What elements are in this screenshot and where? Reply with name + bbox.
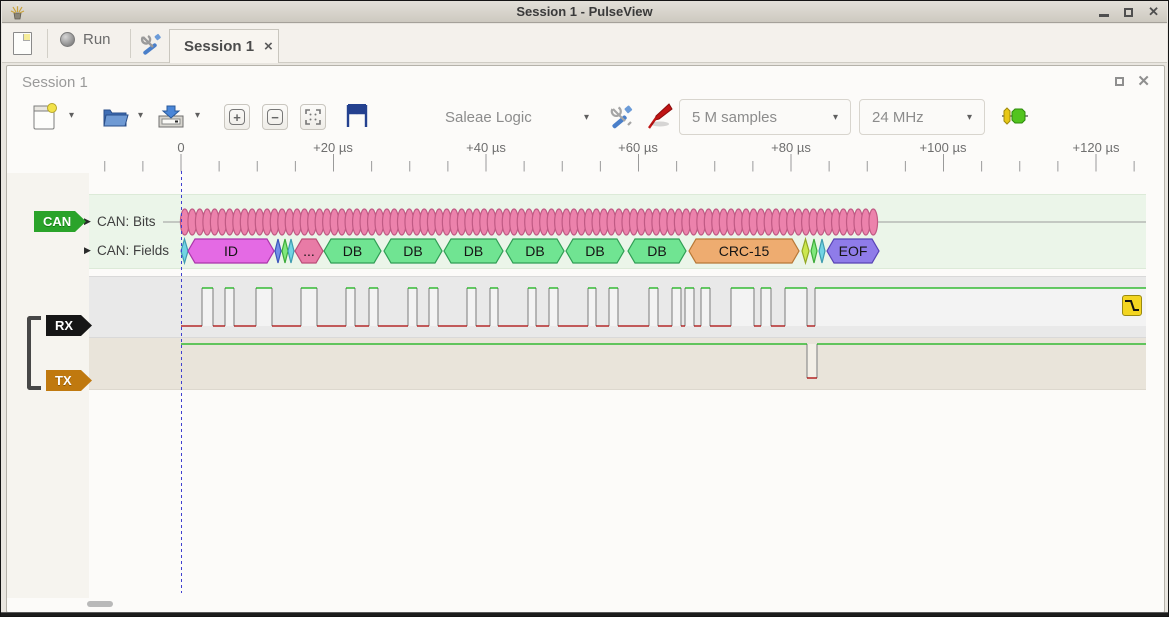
add-decoder-icon[interactable] [1002, 106, 1028, 126]
close-icon[interactable]: ✕ [1148, 4, 1159, 19]
tx-signal-tab[interactable]: TX [46, 370, 92, 391]
open-icon[interactable] [102, 105, 129, 128]
subwindow-maximize-icon[interactable] [1115, 77, 1124, 86]
sample-rate-caret-icon: ▾ [966, 111, 972, 123]
device-select-caret-icon: ▾ [583, 111, 589, 123]
toolbar-separator [130, 29, 131, 58]
sample-count-caret-icon: ▾ [832, 111, 838, 123]
app-icon [10, 3, 25, 20]
expander-icon[interactable]: ▶ [84, 216, 91, 226]
main-toolbar: Run Session 1 × [2, 24, 1167, 85]
session-toolbar: ▾ ▾ ▾ + − [7, 96, 1164, 140]
can-fields-row-label: CAN: Fields [97, 243, 170, 258]
zoom-out-icon: − [267, 109, 283, 125]
ruler-tick-label: +60 µs [618, 140, 658, 155]
ruler-tick-label: +100 µs [919, 140, 967, 155]
zoom-fit-button[interactable] [300, 104, 326, 130]
save-icon[interactable] [157, 104, 185, 129]
zoom-fit-icon [305, 109, 321, 125]
settings-icon[interactable] [139, 33, 163, 56]
window-title: Session 1 - PulseView [516, 4, 653, 19]
save-caret-icon[interactable]: ▾ [195, 110, 201, 121]
ruler-tick-label: +40 µs [466, 140, 506, 155]
falling-edge-icon [1125, 300, 1139, 311]
toolbar-separator [47, 29, 48, 58]
probe-icon[interactable] [647, 102, 673, 130]
ruler-tick-label: +20 µs [313, 140, 353, 155]
new-session-icon[interactable] [13, 32, 32, 55]
minimize-icon[interactable] [1099, 13, 1110, 17]
tx-trace-strip [89, 338, 1146, 390]
device-select[interactable]: Saleae Logic ▾ [432, 99, 602, 135]
ruler-tick-label: +80 µs [771, 140, 811, 155]
zoom-in-button[interactable]: + [224, 104, 250, 130]
run-label: Run [83, 31, 111, 48]
rx-trace-strip [89, 276, 1146, 338]
maximize-icon[interactable] [1124, 7, 1134, 17]
open-caret-icon[interactable]: ▾ [138, 110, 144, 121]
can-decoder-tab[interactable]: CAN [34, 211, 86, 232]
ruler-tick-label: 0 [177, 140, 185, 155]
window-resize-edge [1, 612, 1168, 616]
channel-group-bracket [27, 316, 41, 390]
can-bits-row-label: CAN: Bits [97, 214, 156, 229]
trigger-marker-falling-edge[interactable] [1122, 295, 1142, 316]
sample-count-select[interactable]: 5 M samples ▾ [679, 99, 851, 135]
titlebar: Session 1 - PulseView ✕ [2, 1, 1167, 23]
new-file-caret-icon[interactable]: ▾ [69, 110, 75, 121]
sample-count-value: 5 M samples [692, 108, 778, 126]
tab-label: Session 1 [184, 38, 255, 55]
decoder-strip [89, 194, 1146, 269]
expander-icon[interactable]: ▶ [84, 245, 91, 255]
tab-session-1[interactable]: Session 1 × [169, 29, 279, 63]
ruler-tick-label: +120 µs [1072, 140, 1120, 155]
channels-config-icon[interactable] [609, 104, 635, 129]
horizontal-scrollbar-thumb[interactable] [87, 601, 113, 607]
run-button[interactable]: Run [60, 31, 111, 48]
zoom-out-button[interactable]: − [262, 104, 288, 130]
new-file-icon[interactable] [32, 103, 58, 131]
run-icon [60, 32, 75, 47]
rx-signal-tab[interactable]: RX [46, 315, 92, 336]
device-select-value: Saleae Logic [445, 108, 532, 126]
time-zero-cursor[interactable] [181, 171, 182, 593]
sample-rate-value: 24 MHz [872, 108, 924, 126]
zoom-in-icon: + [229, 109, 245, 125]
subwindow-close-icon[interactable]: ✕ [1137, 73, 1150, 90]
tab-close-icon[interactable]: × [264, 38, 273, 55]
subwindow-title: Session 1 [22, 74, 88, 91]
trigger-flags-icon[interactable] [344, 104, 372, 128]
sample-rate-select[interactable]: 24 MHz ▾ [859, 99, 985, 135]
